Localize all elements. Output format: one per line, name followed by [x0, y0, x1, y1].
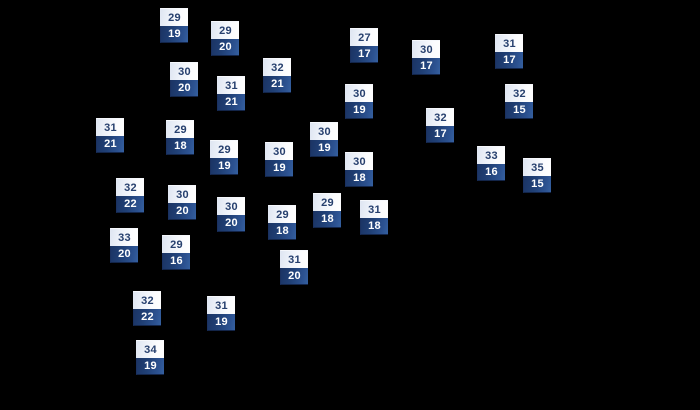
marker-top-value: 30 — [217, 197, 245, 215]
marker-bottom-value: 17 — [495, 52, 523, 69]
map-marker[interactable]: 30 20 — [217, 197, 245, 232]
marker-top-value: 33 — [110, 228, 138, 246]
marker-top-value: 29 — [313, 193, 341, 211]
marker-bottom-value: 19 — [265, 160, 293, 177]
marker-bottom-value: 18 — [360, 218, 388, 235]
marker-top-value: 31 — [96, 118, 124, 136]
marker-bottom-value: 20 — [217, 215, 245, 232]
marker-top-value: 31 — [495, 34, 523, 52]
marker-bottom-value: 18 — [166, 138, 194, 155]
map-marker[interactable]: 29 19 — [160, 8, 188, 43]
map-marker[interactable]: 30 18 — [345, 152, 373, 187]
marker-top-value: 31 — [217, 76, 245, 94]
marker-top-value: 30 — [310, 122, 338, 140]
map-marker[interactable]: 32 17 — [426, 108, 454, 143]
marker-top-value: 30 — [345, 152, 373, 170]
marker-bottom-value: 19 — [136, 358, 164, 375]
marker-top-value: 32 — [426, 108, 454, 126]
map-marker[interactable]: 29 18 — [268, 205, 296, 240]
map-marker[interactable]: 29 18 — [313, 193, 341, 228]
marker-bottom-value: 15 — [523, 176, 551, 193]
marker-top-value: 27 — [350, 28, 378, 46]
map-marker[interactable]: 34 19 — [136, 340, 164, 375]
map-marker[interactable]: 29 20 — [211, 21, 239, 56]
marker-bottom-value: 20 — [170, 80, 198, 97]
map-marker[interactable]: 30 19 — [310, 122, 338, 157]
marker-bottom-value: 19 — [160, 26, 188, 43]
marker-top-value: 29 — [211, 21, 239, 39]
map-marker[interactable]: 31 21 — [96, 118, 124, 153]
marker-top-value: 32 — [116, 178, 144, 196]
marker-top-value: 29 — [160, 8, 188, 26]
marker-top-value: 30 — [412, 40, 440, 58]
marker-top-value: 29 — [268, 205, 296, 223]
map-marker[interactable]: 33 16 — [477, 146, 505, 181]
map-marker[interactable]: 31 20 — [280, 250, 308, 285]
map-marker[interactable]: 29 18 — [166, 120, 194, 155]
marker-bottom-value: 20 — [211, 39, 239, 56]
marker-bottom-value: 19 — [310, 140, 338, 157]
map-marker[interactable]: 31 18 — [360, 200, 388, 235]
marker-top-value: 32 — [263, 58, 291, 76]
marker-top-value: 33 — [477, 146, 505, 164]
marker-bottom-value: 18 — [345, 170, 373, 187]
marker-bottom-value: 22 — [116, 196, 144, 213]
marker-top-value: 31 — [280, 250, 308, 268]
map-marker[interactable]: 30 20 — [168, 185, 196, 220]
map-marker[interactable]: 32 22 — [133, 291, 161, 326]
map-marker[interactable]: 30 19 — [265, 142, 293, 177]
marker-top-value: 30 — [170, 62, 198, 80]
marker-bottom-value: 16 — [477, 164, 505, 181]
map-marker[interactable]: 33 20 — [110, 228, 138, 263]
map-marker[interactable]: 32 21 — [263, 58, 291, 93]
map-marker[interactable]: 31 17 — [495, 34, 523, 69]
marker-bottom-value: 22 — [133, 309, 161, 326]
marker-bottom-value: 17 — [426, 126, 454, 143]
map-marker[interactable]: 32 22 — [116, 178, 144, 213]
marker-top-value: 34 — [136, 340, 164, 358]
marker-top-value: 30 — [265, 142, 293, 160]
marker-top-value: 29 — [166, 120, 194, 138]
marker-bottom-value: 20 — [280, 268, 308, 285]
marker-bottom-value: 20 — [168, 203, 196, 220]
marker-bottom-value: 19 — [210, 158, 238, 175]
marker-top-value: 31 — [360, 200, 388, 218]
map-marker[interactable]: 35 15 — [523, 158, 551, 193]
marker-bottom-value: 18 — [268, 223, 296, 240]
marker-top-value: 29 — [162, 235, 190, 253]
map-marker[interactable]: 29 16 — [162, 235, 190, 270]
marker-top-value: 32 — [133, 291, 161, 309]
marker-top-value: 30 — [168, 185, 196, 203]
marker-top-value: 31 — [207, 296, 235, 314]
map-marker[interactable]: 31 19 — [207, 296, 235, 331]
marker-top-value: 30 — [345, 84, 373, 102]
map-marker[interactable]: 32 15 — [505, 84, 533, 119]
map-marker[interactable]: 29 19 — [210, 140, 238, 175]
marker-bottom-value: 19 — [345, 102, 373, 119]
marker-bottom-value: 17 — [350, 46, 378, 63]
marker-bottom-value: 16 — [162, 253, 190, 270]
marker-top-value: 32 — [505, 84, 533, 102]
map-marker[interactable]: 27 17 — [350, 28, 378, 63]
marker-top-value: 35 — [523, 158, 551, 176]
map-marker[interactable]: 31 21 — [217, 76, 245, 111]
map-marker[interactable]: 30 17 — [412, 40, 440, 75]
marker-bottom-value: 19 — [207, 314, 235, 331]
map-marker[interactable]: 30 19 — [345, 84, 373, 119]
marker-bottom-value: 17 — [412, 58, 440, 75]
marker-bottom-value: 21 — [217, 94, 245, 111]
marker-bottom-value: 21 — [263, 76, 291, 93]
map-marker[interactable]: 30 20 — [170, 62, 198, 97]
marker-bottom-value: 21 — [96, 136, 124, 153]
marker-top-value: 29 — [210, 140, 238, 158]
marker-bottom-value: 18 — [313, 211, 341, 228]
marker-bottom-value: 15 — [505, 102, 533, 119]
marker-bottom-value: 20 — [110, 246, 138, 263]
